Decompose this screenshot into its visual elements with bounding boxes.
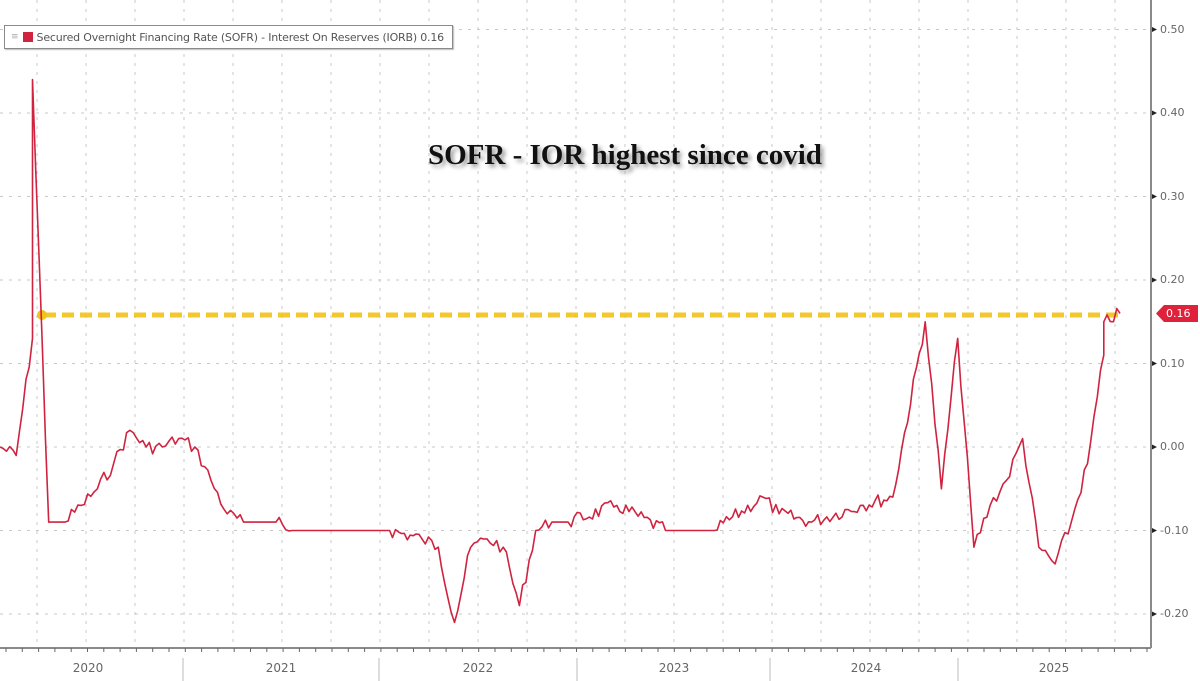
last-value-badge: 0.16	[1156, 305, 1198, 322]
legend-swatch-icon	[22, 32, 33, 42]
y-tick-marker-icon	[1151, 110, 1157, 116]
y-tick-label: 0.20	[1160, 273, 1185, 286]
y-tick-marker-icon	[1151, 360, 1157, 367]
axes	[0, 0, 1152, 681]
chart-annotation: SOFR - IOR highest since covid	[428, 139, 822, 171]
y-tick-marker-icon	[1151, 611, 1157, 617]
x-year-label: 2022	[462, 661, 494, 675]
legend[interactable]: ≡ Secured Overnight Financing Rate (SOFR…	[4, 25, 453, 49]
y-tick-marker-icon	[1151, 527, 1157, 534]
y-tick-marker-icon	[1151, 26, 1157, 33]
series-line-sofr-iorb	[0, 78, 1121, 624]
y-tick-marker-icon	[1151, 193, 1157, 200]
y-tick-label: 0.10	[1160, 356, 1185, 370]
y-tick-label: 0.40	[1160, 106, 1185, 119]
y-tick-label: 0.30	[1160, 189, 1185, 203]
grid-lines	[0, 0, 1157, 648]
legend-drag-handle-icon[interactable]: ≡	[11, 32, 19, 42]
x-year-label: 2025	[1038, 661, 1070, 675]
y-tick-label: -0.20	[1160, 607, 1189, 620]
x-year-label: 2024	[850, 661, 882, 675]
y-tick-marker-icon	[1151, 277, 1157, 283]
x-year-label: 2021	[265, 661, 297, 675]
legend-label: Secured Overnight Financing Rate (SOFR) …	[36, 30, 445, 44]
y-tick-label: -0.10	[1160, 523, 1189, 537]
y-tick-label: 0.50	[1160, 22, 1185, 36]
y-tick-marker-icon	[1151, 444, 1157, 450]
y-tick-label: 0.00	[1160, 440, 1185, 453]
x-year-label: 2020	[72, 661, 104, 675]
x-year-label: 2023	[658, 661, 690, 675]
